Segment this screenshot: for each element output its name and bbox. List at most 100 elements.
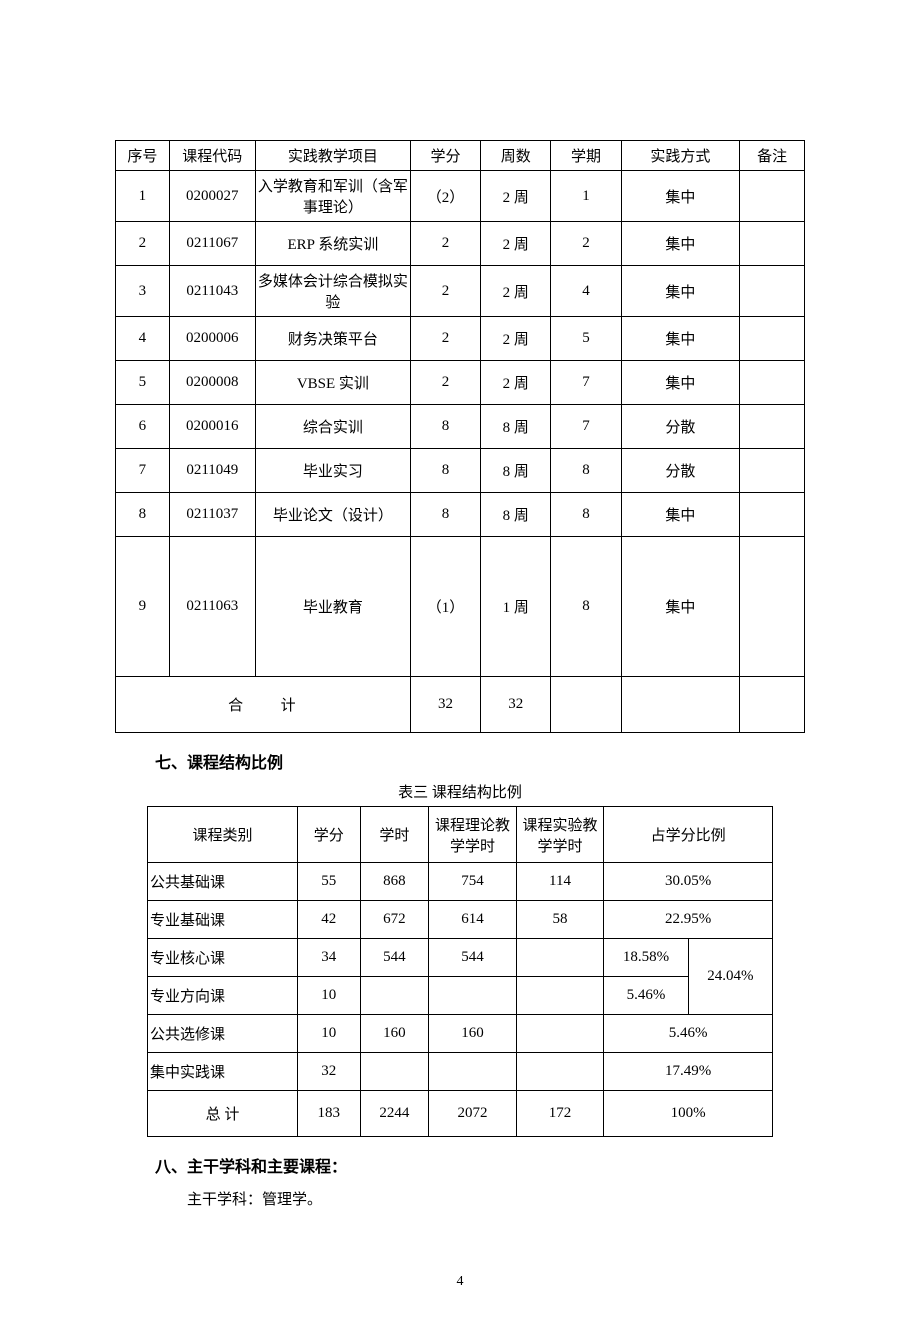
cell-credit: 55 <box>298 863 361 901</box>
table-row: 专业基础课 42 672 614 58 22.95% <box>148 901 773 939</box>
cell-weeks: 2 周 <box>481 266 551 317</box>
table-row: 专业方向课 10 5.46% <box>148 977 773 1015</box>
cell-note <box>740 537 805 677</box>
cell-seq: 7 <box>116 449 170 493</box>
cell-cat: 公共基础课 <box>148 863 298 901</box>
cell-code: 0211037 <box>169 493 255 537</box>
cell-credit: 2 <box>410 317 480 361</box>
cell-total-label: 总 计 <box>148 1091 298 1137</box>
cell-theory <box>429 1053 517 1091</box>
table2-caption: 表三 课程结构比例 <box>115 781 805 802</box>
cell-pct: 22.95% <box>604 901 773 939</box>
th-seq: 序号 <box>116 141 170 171</box>
table1-total-row: 合计3232 <box>116 677 805 733</box>
th-credit2: 学分 <box>298 807 361 863</box>
table-row: 集中实践课 32 17.49% <box>148 1053 773 1091</box>
cell-total-1: 32 <box>481 677 551 733</box>
cell-code: 0200016 <box>169 405 255 449</box>
cell-pct: 17.49% <box>604 1053 773 1091</box>
cell-name: VBSE 实训 <box>255 361 410 405</box>
cell-term: 5 <box>551 317 621 361</box>
practice-teaching-table: 序号 课程代码 实践教学项目 学分 周数 学期 实践方式 备注 1 0200027… <box>115 140 805 733</box>
cell-term: 1 <box>551 171 621 222</box>
cell-weeks: 2 周 <box>481 222 551 266</box>
cell-sub-pct: 18.58% <box>604 939 688 977</box>
cell-lab <box>516 1015 604 1053</box>
cell-credit: 8 <box>410 405 480 449</box>
section8-heading: 八、主干学科和主要课程： <box>155 1153 805 1177</box>
cell-mode: 集中 <box>621 222 740 266</box>
cell-credit: 8 <box>410 493 480 537</box>
cell-seq: 5 <box>116 361 170 405</box>
th-weeks: 周数 <box>481 141 551 171</box>
cell-credit: 2 <box>410 361 480 405</box>
cell-mode: 分散 <box>621 405 740 449</box>
th-credit: 学分 <box>410 141 480 171</box>
cell-term: 8 <box>551 493 621 537</box>
cell-weeks: 1 周 <box>481 537 551 677</box>
cell-weeks: 8 周 <box>481 493 551 537</box>
table-row: 公共选修课 10 160 160 5.46% <box>148 1015 773 1053</box>
table2-head-row: 课程类别 学分 学时 课程理论教学学时 课程实验教学学时 占学分比例 <box>148 807 773 863</box>
cell-credit: 2 <box>410 222 480 266</box>
table1-body: 10200027入学教育和军训（含军事理论）（2）2 周1集中20211067E… <box>116 171 805 733</box>
cell-seq: 4 <box>116 317 170 361</box>
cell-pct: 30.05% <box>604 863 773 901</box>
cell-note <box>740 171 805 222</box>
cell-note <box>740 317 805 361</box>
cell-lab: 114 <box>516 863 604 901</box>
cell-hours <box>360 977 429 1015</box>
table-row: 10200027入学教育和军训（含军事理论）（2）2 周1集中 <box>116 171 805 222</box>
cell-name: ERP 系统实训 <box>255 222 410 266</box>
cell-credit: （2） <box>410 171 480 222</box>
cell-term: 7 <box>551 405 621 449</box>
cell-total-theory: 2072 <box>429 1091 517 1137</box>
cell-mode: 集中 <box>621 361 740 405</box>
cell-total-3 <box>621 677 740 733</box>
cell-name: 毕业论文（设计） <box>255 493 410 537</box>
table1-head: 序号 课程代码 实践教学项目 学分 周数 学期 实践方式 备注 <box>116 141 805 171</box>
cell-total-lab: 172 <box>516 1091 604 1137</box>
table2-total-row: 总 计 183 2244 2072 172 100% <box>148 1091 773 1137</box>
cell-hours: 544 <box>360 939 429 977</box>
cell-term: 7 <box>551 361 621 405</box>
cell-name: 入学教育和军训（含军事理论） <box>255 171 410 222</box>
cell-note <box>740 222 805 266</box>
cell-note <box>740 361 805 405</box>
th-lab: 课程实验教学学时 <box>516 807 604 863</box>
cell-mode: 集中 <box>621 317 740 361</box>
cell-code: 0200027 <box>169 171 255 222</box>
cell-total-hours: 2244 <box>360 1091 429 1137</box>
cell-mode: 分散 <box>621 449 740 493</box>
cell-credit: 32 <box>298 1053 361 1091</box>
cell-seq: 6 <box>116 405 170 449</box>
cell-term: 4 <box>551 266 621 317</box>
cell-weeks: 2 周 <box>481 361 551 405</box>
cell-combined-pct: 24.04% <box>688 939 772 1015</box>
cell-credit: 42 <box>298 901 361 939</box>
cell-name: 毕业教育 <box>255 537 410 677</box>
cell-total-credit: 183 <box>298 1091 361 1137</box>
cell-cat: 专业核心课 <box>148 939 298 977</box>
table-row: 专业核心课 34 544 544 18.58% 24.04% <box>148 939 773 977</box>
cell-name: 综合实训 <box>255 405 410 449</box>
section7-heading: 七、课程结构比例 <box>155 749 805 773</box>
cell-lab <box>516 1053 604 1091</box>
table-row: 20211067ERP 系统实训22 周2集中 <box>116 222 805 266</box>
cell-mode: 集中 <box>621 171 740 222</box>
table-row: 70211049毕业实习88 周8分散 <box>116 449 805 493</box>
th-pct: 占学分比例 <box>604 807 773 863</box>
cell-theory: 544 <box>429 939 517 977</box>
cell-mode: 集中 <box>621 266 740 317</box>
cell-term: 8 <box>551 449 621 493</box>
cell-note <box>740 405 805 449</box>
cell-term: 8 <box>551 537 621 677</box>
cell-total-2 <box>551 677 621 733</box>
th-name: 实践教学项目 <box>255 141 410 171</box>
cell-note <box>740 449 805 493</box>
cell-mode: 集中 <box>621 493 740 537</box>
course-structure-table: 课程类别 学分 学时 课程理论教学学时 课程实验教学学时 占学分比例 公共基础课… <box>147 806 773 1137</box>
cell-sub-pct: 5.46% <box>604 977 688 1015</box>
cell-theory: 614 <box>429 901 517 939</box>
page-number: 4 <box>115 1274 805 1290</box>
